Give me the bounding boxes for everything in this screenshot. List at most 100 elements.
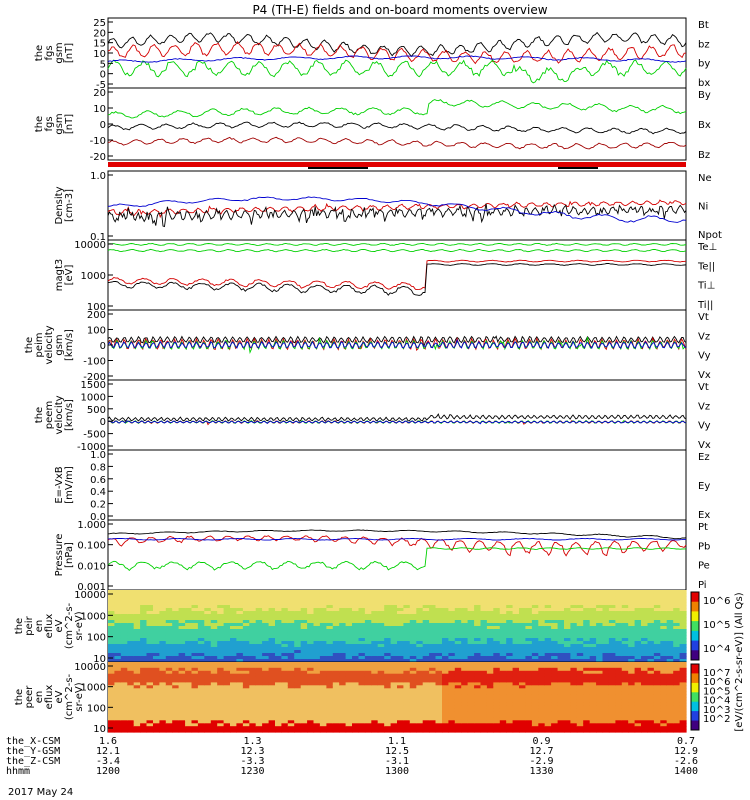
series-line-2: [107, 203, 687, 228]
legend-entry: bz: [698, 39, 710, 50]
spectrogram-cell: [191, 629, 199, 633]
spectrogram-cell: [319, 667, 327, 672]
spectrogram-cell: [422, 614, 430, 618]
spectrogram-cell: [262, 685, 270, 689]
spectrogram-cell: [621, 682, 629, 686]
spectrogram-cell: [442, 691, 449, 695]
spectrogram-cell: [307, 685, 315, 689]
spectrogram-cell: [255, 626, 263, 630]
spectrogram-cell: [435, 641, 443, 645]
spectrogram-cell: [474, 617, 482, 621]
spectrogram-cell: [384, 605, 392, 609]
spectrogram-cell: [679, 626, 687, 630]
spectrogram-cell: [120, 620, 128, 624]
spectrogram-cell: [557, 676, 565, 681]
spectrogram-cell: [236, 720, 244, 724]
legend-entry: Te⊥: [697, 242, 717, 253]
spectrogram-cell: [666, 682, 674, 686]
spectrogram-cell: [448, 608, 456, 612]
spectrogram-cell: [602, 608, 610, 612]
spectrogram-cell: [127, 711, 135, 716]
spectrogram-cell: [608, 635, 616, 639]
spectrogram-cell: [429, 659, 437, 663]
spectrogram-cell: [377, 653, 385, 657]
spectrogram-cell: [223, 662, 231, 666]
spectrogram-cell: [159, 611, 167, 615]
spectrogram-cell: [275, 676, 282, 681]
spectrogram-cell: [223, 647, 231, 651]
spectrogram-cell: [454, 638, 462, 642]
spectrogram-cell: [512, 685, 520, 689]
spectrogram-cell: [570, 694, 578, 698]
spectrogram-cell: [666, 596, 674, 600]
spectrogram-cell: [519, 617, 526, 621]
spectrogram-cell: [217, 611, 225, 615]
spectrogram-cell: [358, 662, 366, 666]
spectrogram-cell: [313, 664, 321, 669]
spectrogram-cell: [345, 617, 353, 621]
spectrogram-cell: [236, 620, 244, 624]
spectrogram-cell: [114, 635, 122, 639]
spectrogram-cell: [486, 659, 494, 663]
spectrogram-cell: [544, 605, 552, 609]
spectrogram-cell: [319, 605, 327, 609]
spectrogram-cell: [178, 670, 186, 675]
mode-bar-red: [108, 162, 686, 167]
spectrogram-cell: [326, 705, 334, 710]
spectrogram-cell: [506, 699, 514, 704]
spectrogram-cell: [422, 726, 430, 730]
spectrogram-cell: [127, 656, 135, 660]
spectrogram-cell: [242, 702, 250, 707]
spectrogram-cell: [230, 593, 237, 597]
spectrogram-cell: [345, 620, 353, 624]
spectrogram-cell: [159, 644, 167, 648]
spectrogram-cell: [435, 644, 443, 648]
spectrogram-cell: [429, 656, 437, 660]
spectrogram-cell: [422, 723, 430, 727]
spectrogram-cell: [474, 647, 482, 651]
spectrogram-cell: [653, 638, 661, 642]
spectrogram-cell: [390, 685, 398, 689]
spectrogram-cell: [634, 662, 642, 666]
spectrogram-cell: [255, 691, 263, 695]
spectrogram-cell: [236, 708, 244, 713]
spectrogram-cell: [551, 590, 559, 594]
spectrogram-cell: [185, 596, 193, 600]
spectrogram-cell: [108, 626, 115, 630]
spectrogram-cell: [364, 650, 372, 654]
spectrogram-cell: [133, 650, 141, 654]
spectrogram-cell: [519, 596, 526, 600]
spectrogram-cell: [275, 720, 282, 724]
spectrogram-cell: [127, 705, 135, 710]
colorbar-tick-label: 10^7: [703, 668, 730, 679]
spectrogram-cell: [486, 729, 494, 733]
spectrogram-cell: [422, 623, 430, 627]
spectrogram-cell: [660, 602, 668, 606]
spectrogram-cell: [217, 717, 225, 721]
spectrogram-cell: [127, 714, 135, 718]
panel-frame: [107, 449, 687, 521]
spectrogram-cell: [641, 620, 648, 624]
spectrogram-cell: [467, 720, 475, 724]
spectrogram-cell: [679, 629, 687, 633]
spectrogram-cell: [230, 590, 237, 594]
spectrogram-cell: [133, 605, 141, 609]
spectrogram-cell: [499, 620, 507, 624]
spectrogram-cell: [480, 685, 488, 689]
spectrogram-cell: [409, 726, 417, 730]
spectrogram-cell: [583, 694, 591, 698]
spectrogram-cell: [230, 611, 237, 615]
spectrogram-cell: [544, 662, 552, 666]
spectrogram-cell: [589, 650, 597, 654]
spectrogram-cell: [345, 662, 353, 666]
y-axis-label: velocity: [44, 325, 55, 364]
spectrogram-cell: [300, 697, 308, 701]
spectrogram-cell: [146, 614, 154, 618]
spectrogram-cell: [185, 623, 193, 627]
spectrogram-cell: [673, 708, 681, 713]
spectrogram-cell: [364, 659, 372, 663]
spectrogram-cell: [673, 635, 681, 639]
spectrogram-cell: [204, 617, 212, 621]
spectrogram-cell: [371, 664, 379, 669]
